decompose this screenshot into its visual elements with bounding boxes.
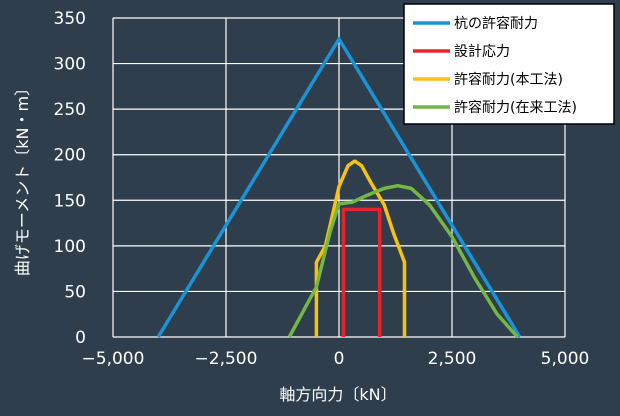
series-line (341, 207, 382, 337)
x-axis-title: 軸方向力〔kN〕 (279, 385, 396, 404)
legend-label: 設計応力 (454, 44, 510, 60)
y-tick-label: 200 (54, 146, 86, 166)
y-tick-label: 350 (54, 9, 86, 29)
series-layer (156, 37, 522, 339)
series-line (287, 183, 519, 339)
y-tick-label: 0 (75, 328, 86, 348)
legend-label: 許容耐力(本工法) (454, 71, 563, 88)
y-tick-label: 300 (54, 55, 86, 75)
series-line (156, 37, 522, 338)
legend-label: 許容耐力(在来工法) (454, 99, 577, 116)
x-tick-label: 0 (334, 349, 345, 369)
tick-labels: 0 50 100 150 200 250 300 350 −5,000 −2,500 0 2,500 5… (54, 9, 590, 369)
y-tick-label: 50 (64, 282, 86, 302)
x-tick-label: 5,000 (541, 349, 590, 369)
y-tick-label: 250 (54, 100, 86, 120)
x-tick-label: −2,500 (195, 349, 258, 369)
x-tick-label: −5,000 (82, 349, 145, 369)
y-tick-label: 150 (54, 191, 86, 211)
y-axis-title: 曲げモーメント〔kN・m〕 (13, 80, 32, 276)
legend-label: 杭の許容耐力 (454, 15, 538, 32)
x-tick-label: 2,500 (428, 349, 477, 369)
series-line (314, 159, 407, 337)
y-tick-label: 100 (54, 237, 86, 257)
